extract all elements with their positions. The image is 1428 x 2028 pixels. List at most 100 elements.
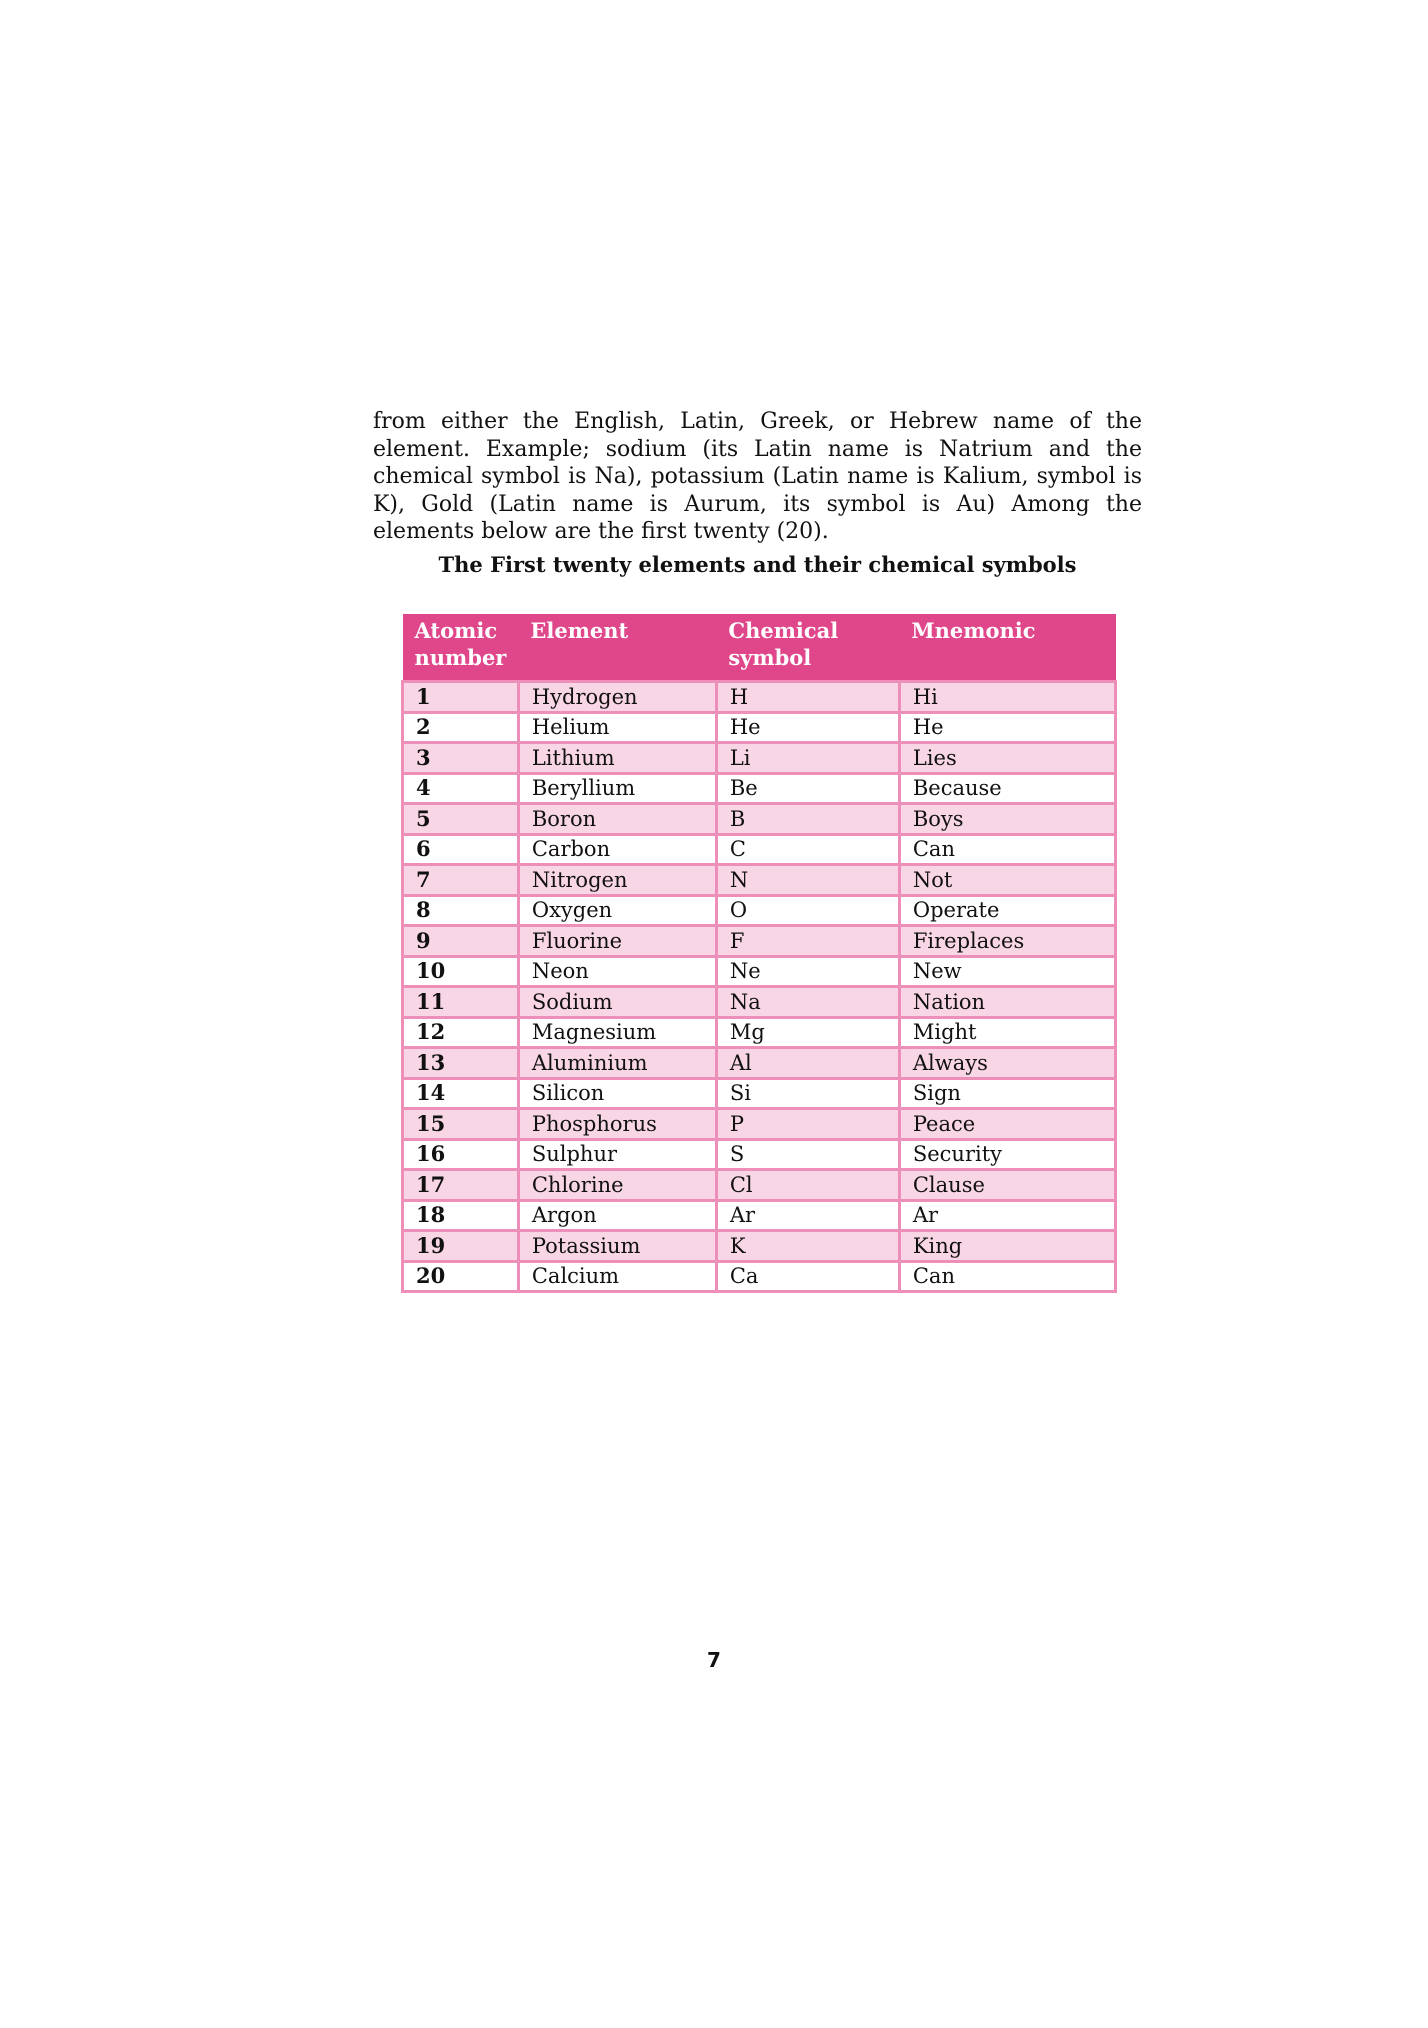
table-row: 17 Chlorine Cl Clause (401, 1168, 1118, 1202)
cell-chemical-symbol: C (714, 832, 901, 866)
cell-chemical-symbol: Mg (714, 1015, 901, 1049)
table-row: 12 Magnesium Mg Might (401, 1015, 1118, 1049)
cell-mnemonic: Ar (897, 1198, 1118, 1232)
cell-mnemonic: Hi (897, 680, 1118, 714)
cell-mnemonic: Operate (897, 893, 1118, 927)
cell-atomic-number: 16 (401, 1137, 520, 1171)
cell-atomic-number: 12 (401, 1015, 520, 1049)
cell-chemical-symbol: B (714, 802, 901, 836)
cell-chemical-symbol: Li (714, 741, 901, 775)
page-number: 7 (707, 1648, 721, 1672)
cell-chemical-symbol: Al (714, 1046, 901, 1080)
table-row: 4 Beryllium Be Because (401, 771, 1118, 805)
cell-element: Neon (516, 954, 718, 988)
cell-element: Boron (516, 802, 718, 836)
cell-chemical-symbol: Ne (714, 954, 901, 988)
cell-chemical-symbol: Ca (714, 1259, 901, 1293)
cell-chemical-symbol: K (714, 1229, 901, 1263)
cell-mnemonic: Can (897, 832, 1118, 866)
cell-mnemonic: Always (897, 1046, 1118, 1080)
table-header-row: Atomic number Element Chemical symbol Mn… (402, 614, 1116, 682)
cell-element: Helium (516, 710, 718, 744)
table-row: 7 Nitrogen N Not (401, 863, 1118, 897)
body-paragraph: from either the English, Latin, Greek, o… (373, 409, 1142, 545)
cell-chemical-symbol: Be (714, 771, 901, 805)
table-row: 11 Sodium Na Nation (401, 985, 1118, 1019)
cell-chemical-symbol: Si (714, 1076, 901, 1110)
table-caption: The First twenty elements and their chem… (438, 552, 1077, 577)
cell-mnemonic: King (897, 1229, 1118, 1263)
cell-mnemonic: Nation (897, 985, 1118, 1019)
cell-element: Hydrogen (516, 680, 718, 714)
cell-element: Sodium (516, 985, 718, 1019)
table-row: 1 Hydrogen H Hi (401, 680, 1118, 714)
cell-atomic-number: 1 (401, 680, 520, 714)
cell-mnemonic: Clause (897, 1168, 1118, 1202)
cell-element: Potassium (516, 1229, 718, 1263)
cell-element: Silicon (516, 1076, 718, 1110)
cell-element: Argon (516, 1198, 718, 1232)
cell-atomic-number: 4 (401, 771, 520, 805)
header-atomic-number: Atomic number (402, 614, 519, 682)
table-row: 10 Neon Ne New (401, 954, 1118, 988)
cell-mnemonic: New (897, 954, 1118, 988)
table-row: 8 Oxygen O Operate (401, 893, 1118, 927)
cell-element: Beryllium (516, 771, 718, 805)
cell-atomic-number: 8 (401, 893, 520, 927)
cell-element: Sulphur (516, 1137, 718, 1171)
cell-element: Lithium (516, 741, 718, 775)
cell-atomic-number: 9 (401, 924, 520, 958)
cell-atomic-number: 6 (401, 832, 520, 866)
cell-atomic-number: 17 (401, 1168, 520, 1202)
table-row: 18 Argon Ar Ar (401, 1198, 1118, 1232)
cell-chemical-symbol: P (714, 1107, 901, 1141)
cell-mnemonic: Can (897, 1259, 1118, 1293)
cell-element: Calcium (516, 1259, 718, 1293)
cell-chemical-symbol: O (714, 893, 901, 927)
header-element: Element (518, 614, 717, 682)
cell-atomic-number: 19 (401, 1229, 520, 1263)
cell-chemical-symbol: N (714, 863, 901, 897)
cell-atomic-number: 18 (401, 1198, 520, 1232)
table-row: 20 Calcium Ca Can (401, 1259, 1118, 1293)
header-chemical-symbol: Chemical symbol (716, 614, 900, 682)
cell-atomic-number: 10 (401, 954, 520, 988)
table-row: 2 Helium He He (401, 710, 1118, 744)
cell-mnemonic: Not (897, 863, 1118, 897)
cell-mnemonic: Fireplaces (897, 924, 1118, 958)
cell-element: Magnesium (516, 1015, 718, 1049)
table-row: 14 Silicon Si Sign (401, 1076, 1118, 1110)
cell-chemical-symbol: Ar (714, 1198, 901, 1232)
table-row: 16 Sulphur S Security (401, 1137, 1118, 1171)
cell-atomic-number: 2 (401, 710, 520, 744)
cell-element: Oxygen (516, 893, 718, 927)
table-row: 6 Carbon C Can (401, 832, 1118, 866)
cell-atomic-number: 3 (401, 741, 520, 775)
table-row: 3 Lithium Li Lies (401, 741, 1118, 775)
table-row: 5 Boron B Boys (401, 802, 1118, 836)
cell-atomic-number: 13 (401, 1046, 520, 1080)
table-row: 19 Potassium K King (401, 1229, 1118, 1263)
cell-atomic-number: 15 (401, 1107, 520, 1141)
cell-chemical-symbol: He (714, 710, 901, 744)
cell-mnemonic: He (897, 710, 1118, 744)
cell-element: Nitrogen (516, 863, 718, 897)
cell-mnemonic: Boys (897, 802, 1118, 836)
cell-mnemonic: Security (897, 1137, 1118, 1171)
elements-table: Atomic number Element Chemical symbol Mn… (401, 614, 1118, 1293)
cell-chemical-symbol: S (714, 1137, 901, 1171)
cell-chemical-symbol: Cl (714, 1168, 901, 1202)
cell-chemical-symbol: H (714, 680, 901, 714)
cell-mnemonic: Sign (897, 1076, 1118, 1110)
cell-element: Chlorine (516, 1168, 718, 1202)
cell-atomic-number: 11 (401, 985, 520, 1019)
cell-mnemonic: Peace (897, 1107, 1118, 1141)
cell-mnemonic: Lies (897, 741, 1118, 775)
cell-mnemonic: Because (897, 771, 1118, 805)
cell-atomic-number: 5 (401, 802, 520, 836)
table-row: 9 Fluorine F Fireplaces (401, 924, 1118, 958)
table-row: 15 Phosphorus P Peace (401, 1107, 1118, 1141)
cell-element: Carbon (516, 832, 718, 866)
cell-element: Phosphorus (516, 1107, 718, 1141)
